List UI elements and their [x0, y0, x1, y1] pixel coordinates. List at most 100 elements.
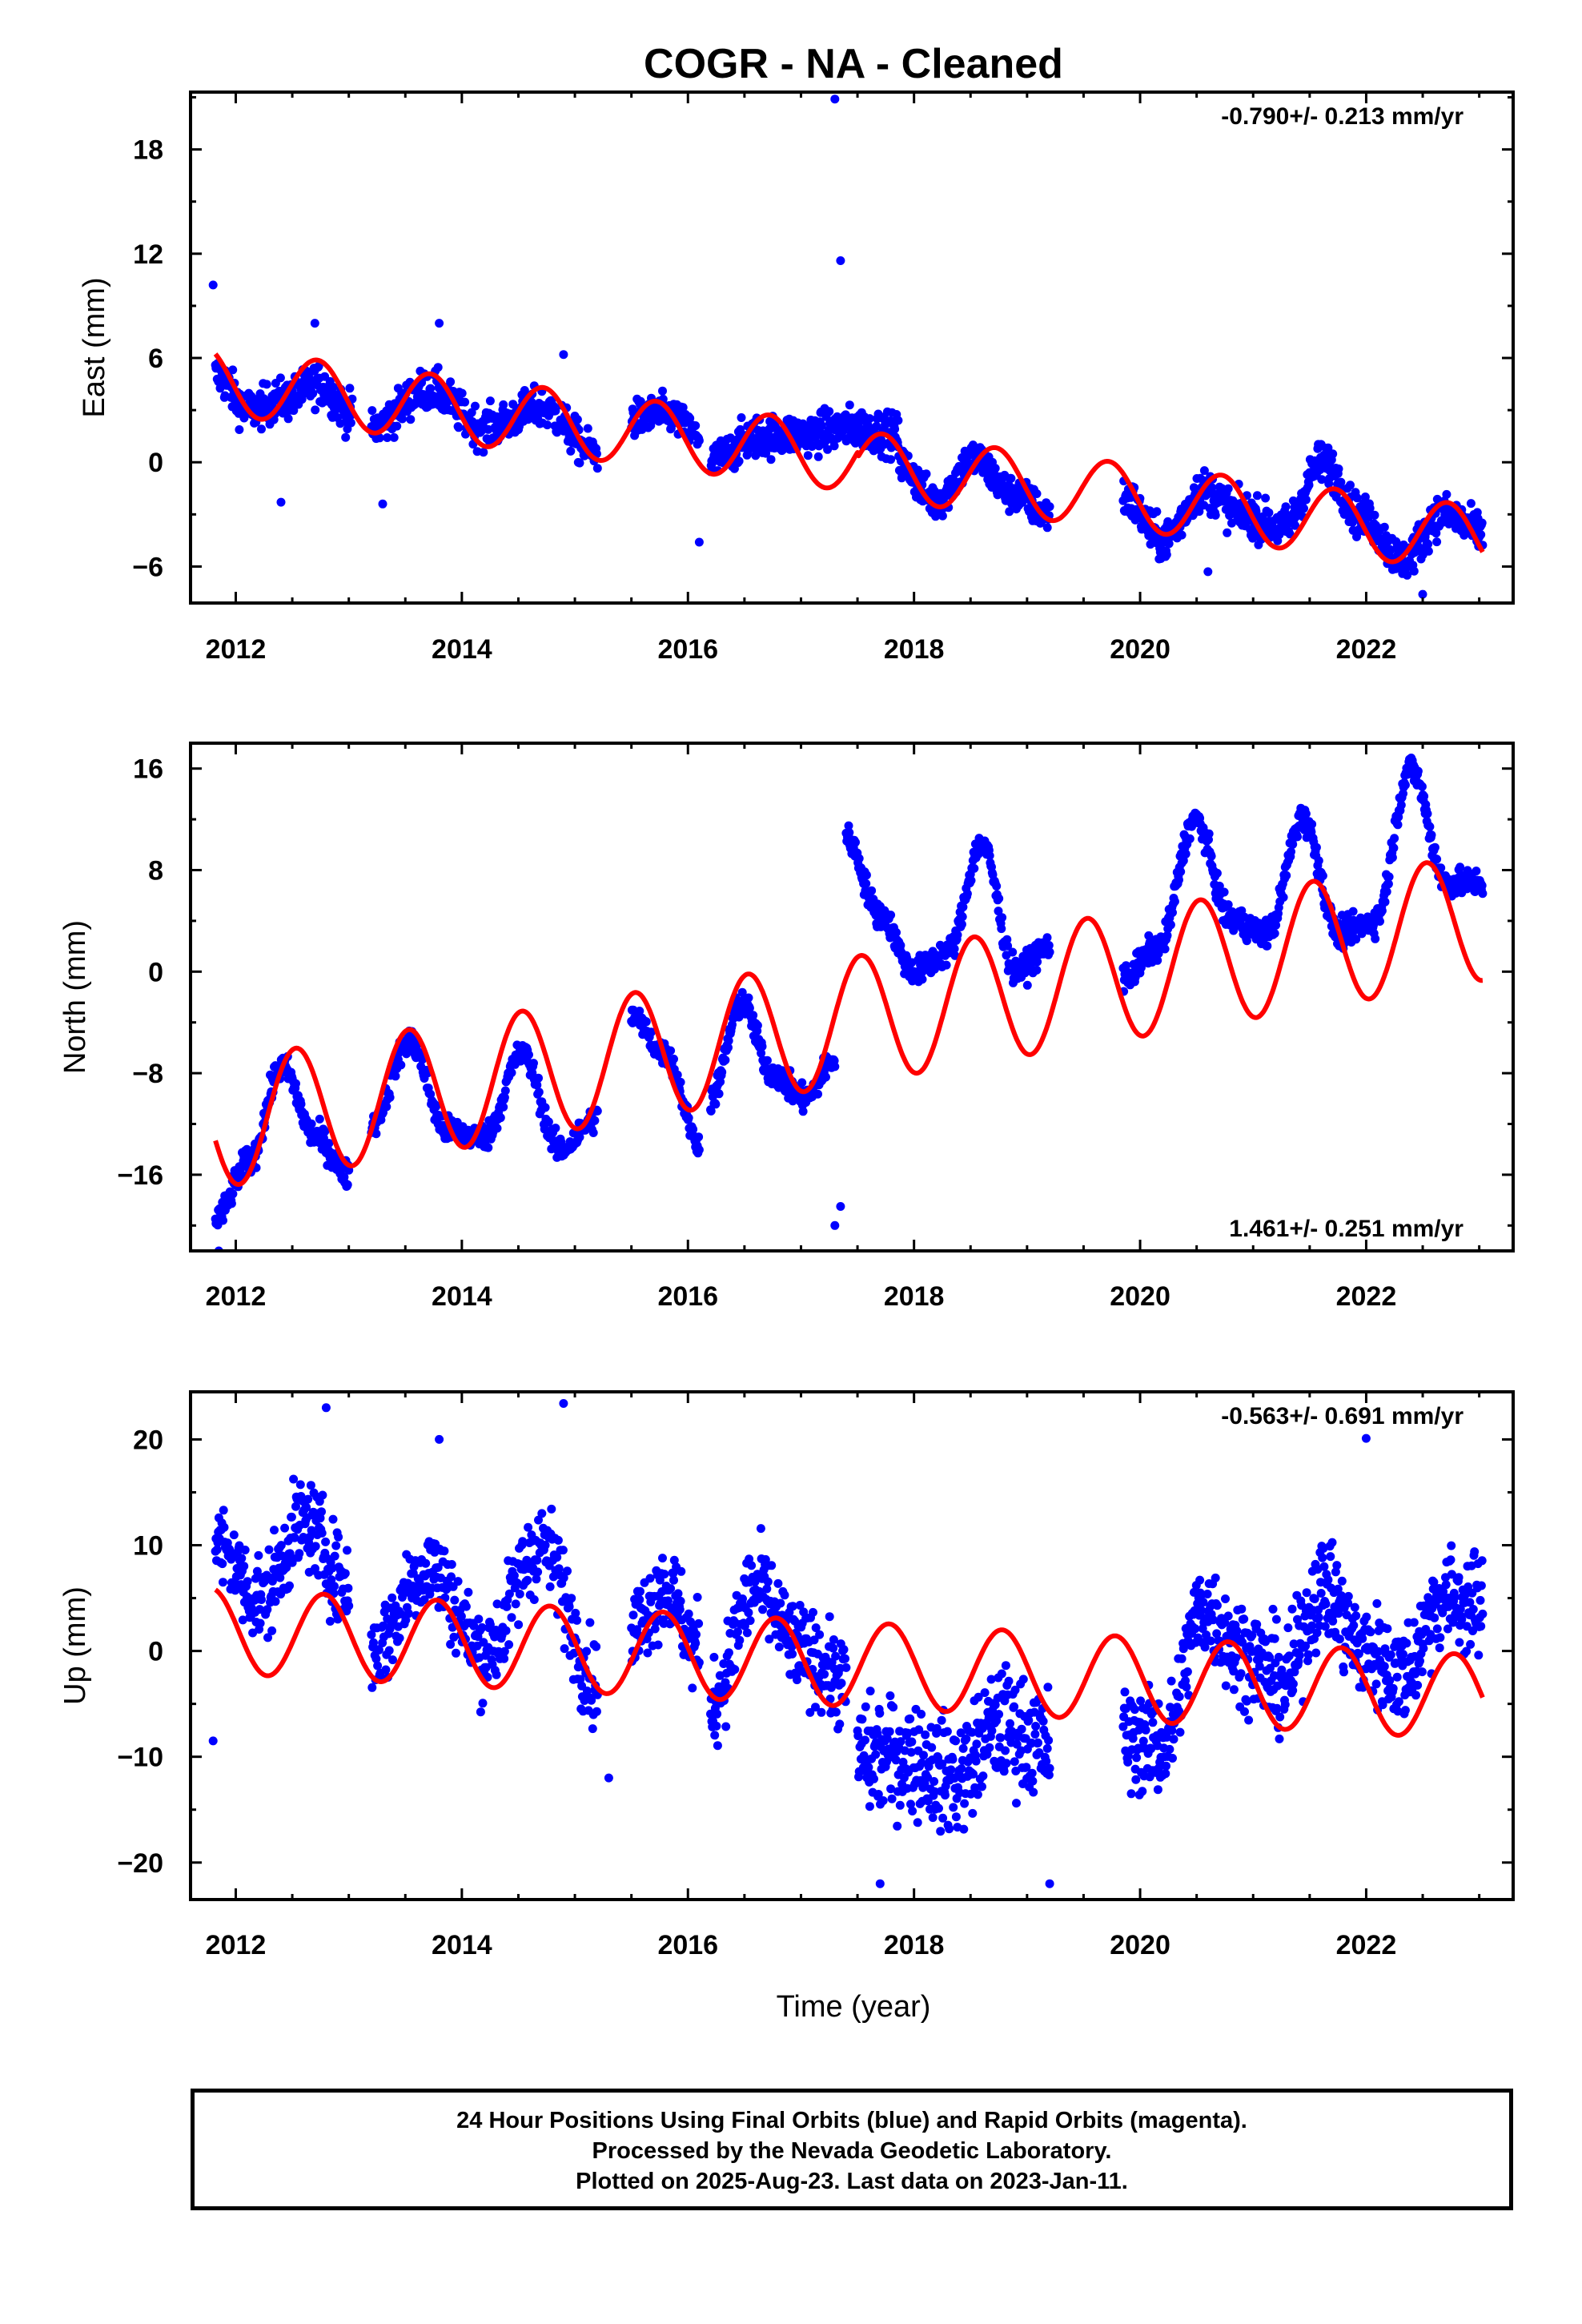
north-data-point	[1270, 929, 1279, 939]
up-data-point	[857, 1715, 867, 1724]
up-data-point	[885, 1727, 894, 1736]
east-data-point	[345, 384, 355, 393]
north-data-point	[402, 1049, 412, 1059]
up-data-point	[861, 1702, 870, 1711]
north-data-point	[1419, 791, 1429, 801]
up-data-point	[765, 1634, 774, 1644]
north-data-point	[228, 1189, 238, 1199]
east-outlier-point	[378, 499, 387, 509]
up-data-point	[333, 1614, 343, 1624]
north-data-point	[385, 1092, 395, 1102]
up-data-point	[773, 1578, 783, 1588]
north-data-point	[1301, 809, 1311, 818]
up-data-point	[502, 1602, 512, 1611]
north-data-point	[540, 1103, 550, 1112]
east-data-point	[1476, 530, 1486, 540]
north-data-point	[496, 1113, 505, 1123]
east-y-axis-label: East (mm)	[78, 277, 111, 417]
east-data-point	[890, 424, 900, 434]
east-data-point	[1251, 506, 1261, 516]
north-data-point	[851, 838, 860, 847]
east-data-point	[1261, 493, 1271, 503]
up-data-point	[415, 1577, 424, 1586]
up-data-point	[921, 1730, 930, 1739]
up-data-point	[254, 1550, 263, 1560]
north-data-point	[1160, 944, 1170, 954]
up-data-point	[735, 1635, 745, 1645]
east-data-point	[460, 397, 470, 407]
east-data-point	[311, 405, 320, 415]
north-data-point	[544, 1117, 553, 1127]
up-data-point	[553, 1535, 563, 1545]
up-data-point	[762, 1584, 772, 1594]
figure-title: COGR - NA - Cleaned	[644, 41, 1063, 87]
east-y-tick-label: 18	[133, 135, 163, 166]
up-data-point	[660, 1570, 669, 1579]
up-data-point	[831, 1651, 841, 1661]
up-data-point	[331, 1541, 341, 1550]
north-data-point	[1282, 870, 1291, 880]
north-data-point	[994, 894, 1004, 903]
up-data-point	[592, 1642, 601, 1651]
up-data-point	[742, 1628, 752, 1638]
up-data-point	[302, 1502, 311, 1512]
up-data-point	[340, 1569, 350, 1578]
up-data-point	[237, 1554, 247, 1563]
north-data-point	[592, 1106, 602, 1116]
north-data-point	[307, 1119, 316, 1128]
up-data-point	[693, 1593, 702, 1602]
north-outlier-point	[830, 1220, 840, 1230]
up-data-point	[588, 1724, 597, 1734]
north-data-point	[1383, 879, 1393, 889]
east-data-point	[479, 448, 488, 457]
north-data-point	[957, 919, 966, 929]
up-data-point	[327, 1575, 336, 1585]
north-data-point	[724, 1036, 733, 1046]
north-data-point	[1399, 789, 1407, 798]
up-data-point	[558, 1546, 568, 1555]
north-data-point	[1008, 947, 1018, 957]
east-data-point	[235, 425, 244, 434]
up-data-point	[825, 1612, 834, 1622]
north-data-point	[382, 1102, 391, 1112]
east-data-point	[886, 455, 896, 464]
north-plot-area	[211, 754, 1488, 1251]
north-data-point	[590, 1116, 600, 1125]
up-data-point	[243, 1577, 252, 1586]
up-data-point	[330, 1582, 339, 1591]
up-data-point	[540, 1541, 550, 1550]
up-data-point	[515, 1590, 524, 1598]
east-data-point	[262, 380, 271, 389]
up-data-point	[891, 1755, 901, 1765]
up-data-point	[318, 1490, 327, 1500]
up-data-point	[948, 1755, 958, 1764]
up-data-point	[861, 1735, 869, 1745]
up-data-point	[865, 1687, 875, 1696]
north-data-point	[1477, 881, 1487, 891]
up-data-point	[373, 1661, 383, 1671]
north-data-point	[1223, 900, 1233, 910]
north-data-point	[1227, 907, 1237, 916]
up-data-point	[219, 1578, 227, 1587]
north-data-point	[1166, 920, 1175, 930]
north-data-point	[830, 1062, 840, 1072]
up-data-point	[343, 1583, 353, 1593]
north-data-point	[1318, 871, 1327, 881]
north-data-points	[211, 754, 1488, 1251]
east-data-point	[389, 432, 399, 442]
east-data-point	[383, 433, 392, 442]
up-data-point	[694, 1618, 704, 1628]
up-data-point	[585, 1618, 595, 1627]
north-data-point	[673, 1070, 682, 1080]
north-data-point	[1389, 843, 1399, 853]
north-data-point	[1430, 842, 1439, 852]
east-outlier-point	[1418, 589, 1427, 599]
north-data-point	[1307, 819, 1317, 829]
up-data-point	[303, 1494, 313, 1504]
up-data-point	[709, 1652, 719, 1662]
east-y-tick-label: 6	[148, 344, 163, 374]
east-data-point	[1299, 504, 1308, 513]
up-data-point	[930, 1787, 939, 1796]
east-data-point	[1423, 539, 1433, 549]
